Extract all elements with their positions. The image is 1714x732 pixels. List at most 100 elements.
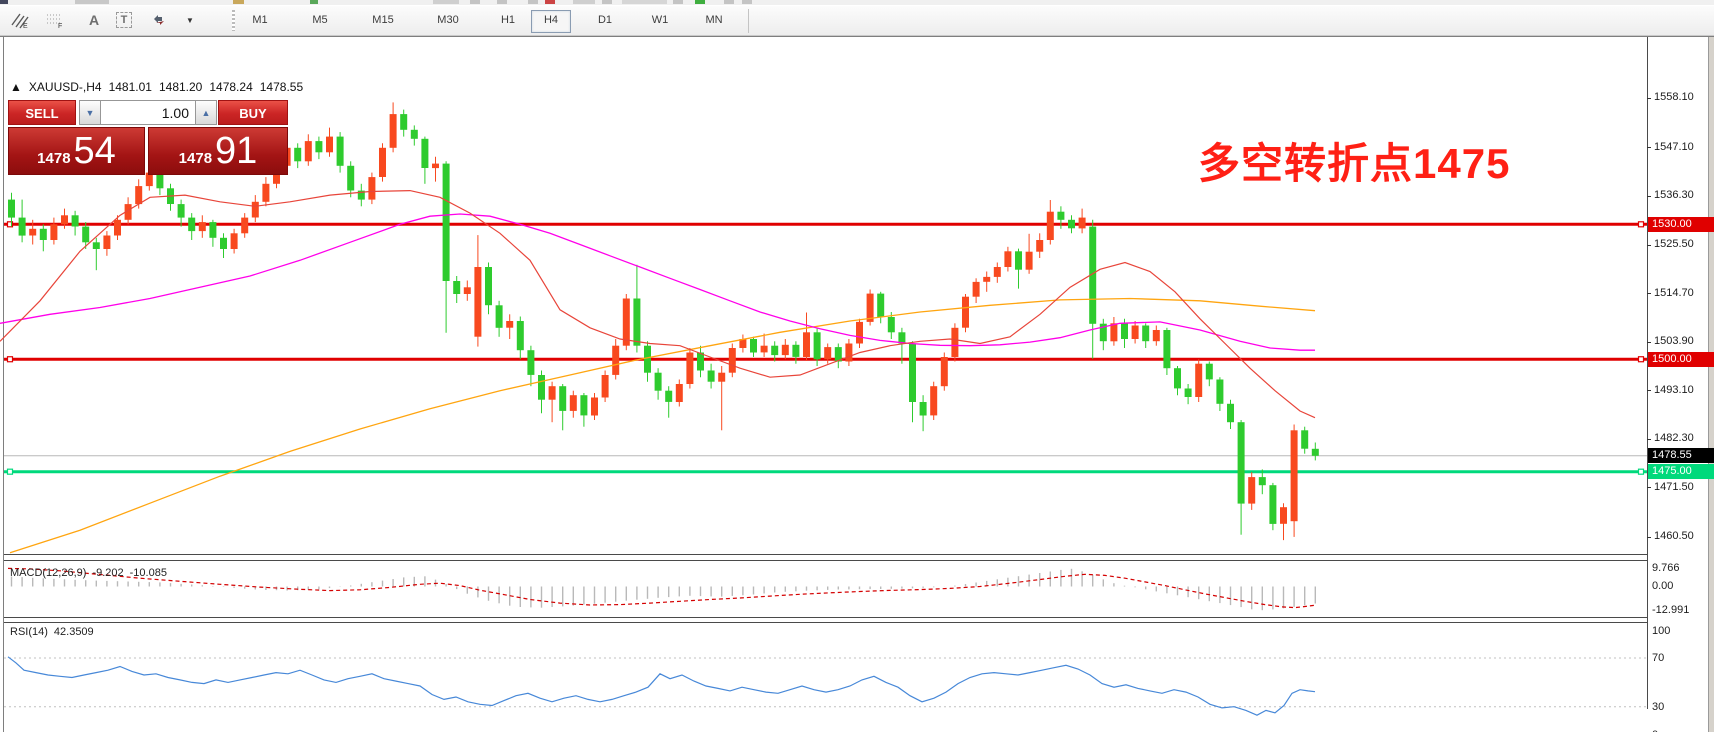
timeframe-button-h1[interactable]: H1 (500, 14, 516, 26)
buy-price-quote[interactable]: 1478 91 (148, 127, 288, 175)
candle-body (304, 141, 312, 162)
rsi-indicator-plot[interactable] (0, 623, 1647, 732)
panel-divider (4, 622, 1647, 623)
timeframe-button-m5[interactable]: M5 (312, 14, 328, 26)
candle-body (792, 344, 800, 357)
price-badge-1530-00: 1530.00 (1648, 217, 1714, 232)
toolbar-grip-handle[interactable] (232, 10, 235, 31)
macd-axis-label: 0.00 (1652, 580, 1674, 592)
sell-button[interactable]: SELL (8, 100, 76, 125)
candle-body (1290, 430, 1298, 522)
price-axis-label: 1536.30 (1654, 189, 1694, 201)
pivot-line-1475-handle[interactable] (1637, 468, 1645, 475)
candle-body (1195, 363, 1203, 397)
candle-body (781, 344, 789, 356)
macd-signal-value: -10.085 (129, 567, 167, 579)
timeframe-button-m1[interactable]: M1 (252, 14, 268, 26)
timeframe-button-d1[interactable]: D1 (597, 14, 613, 26)
candle-body (1078, 217, 1086, 229)
panel-divider (4, 554, 1647, 555)
clipped-toolbar-icon (0, 0, 8, 4)
volume-increase-button[interactable]: ▲ (195, 100, 217, 125)
candle-body (569, 395, 577, 411)
candle-body (135, 186, 143, 205)
macd-indicator-plot[interactable] (0, 561, 1647, 618)
candle-body (1068, 219, 1075, 229)
timeframe-button-mn[interactable]: MN (705, 14, 723, 26)
candle-body (718, 372, 726, 382)
candle-body (1036, 240, 1044, 252)
candle-body (495, 305, 503, 328)
timeframe-button-m30[interactable]: M30 (437, 14, 459, 26)
candle-body (1057, 211, 1065, 220)
window-border (3, 36, 4, 732)
candle-body (156, 172, 164, 189)
fast-ma-line (0, 189, 1316, 419)
price-axis-label: 1547.10 (1654, 141, 1694, 153)
macd-main-value: -9.202 (92, 567, 124, 579)
support-line-1500-handle[interactable] (1637, 356, 1645, 363)
price-chart-plot[interactable] (0, 74, 1647, 556)
panel-divider (4, 617, 1647, 618)
clipped-toolbar-icon (622, 0, 667, 4)
candle-body (516, 321, 524, 351)
timeframe-button-m15[interactable]: M15 (372, 14, 394, 26)
candle-body (103, 235, 111, 249)
arrows-object-icon[interactable] (150, 9, 174, 31)
candle-body (379, 147, 386, 177)
candle-body (739, 339, 747, 348)
support-line-1500-handle[interactable] (6, 356, 14, 363)
candle-body (866, 293, 874, 322)
candle-body (1046, 211, 1054, 240)
arrows-dropdown-caret[interactable]: ▼ (186, 15, 194, 25)
price-axis-tick (1647, 342, 1651, 343)
resistance-line-1530-handle[interactable] (1637, 221, 1645, 228)
volume-decrease-button[interactable]: ▼ (79, 100, 101, 125)
low-value: 1478.24 (209, 80, 253, 94)
candle-body (410, 129, 418, 139)
resistance-line-1530-handle[interactable] (6, 221, 14, 228)
candle-body (114, 219, 121, 236)
indicators-lines-icon[interactable]: E (10, 9, 34, 31)
candle-body (177, 204, 185, 218)
rsi-value: 42.3509 (53, 626, 94, 638)
candle-body (750, 339, 757, 353)
candle-body (1163, 330, 1171, 369)
sell-price-quote[interactable]: 1478 54 (8, 127, 145, 175)
slow-ma-line (9, 297, 1316, 554)
clipped-toolbar-icon (742, 0, 752, 4)
candle-body (962, 296, 969, 328)
candle-body (813, 332, 821, 360)
buy-button[interactable]: BUY (218, 100, 288, 125)
price-axis-tick (1647, 537, 1651, 538)
candle-body (474, 267, 482, 337)
price-axis-tick (1647, 293, 1651, 294)
pivot-line-1475-handle[interactable] (6, 468, 14, 475)
candle-body (834, 347, 842, 362)
candle-body (326, 136, 333, 153)
candle-body (262, 183, 270, 202)
text-label-icon[interactable]: A (88, 12, 100, 28)
svg-text:E: E (23, 23, 28, 30)
candle-body (29, 228, 37, 236)
macd-name: MACD(12,26,9) (10, 567, 87, 579)
price-badge-1478-55: 1478.55 (1648, 448, 1714, 463)
candle-body (82, 226, 90, 243)
close-value: 1478.55 (259, 80, 304, 94)
candle-body (336, 136, 344, 166)
candle-body (1216, 379, 1224, 404)
candle-body (972, 281, 980, 297)
timeframe-button-w1[interactable]: W1 (651, 14, 669, 26)
fibonacci-grid-icon[interactable]: F (46, 9, 70, 31)
candle-body (1089, 226, 1097, 324)
price-badge-1500-00: 1500.00 (1648, 352, 1714, 367)
clipped-toolbar-row (0, 0, 1714, 5)
timeframe-button-h4[interactable]: H4 (531, 10, 571, 33)
symbol-name: XAUUSD-,H4 (28, 80, 102, 94)
clipped-toolbar-icon (497, 0, 507, 4)
text-box-icon[interactable]: T (112, 9, 136, 31)
volume-input[interactable] (101, 100, 195, 125)
candle-body (400, 114, 408, 130)
candle-body (1205, 363, 1213, 380)
